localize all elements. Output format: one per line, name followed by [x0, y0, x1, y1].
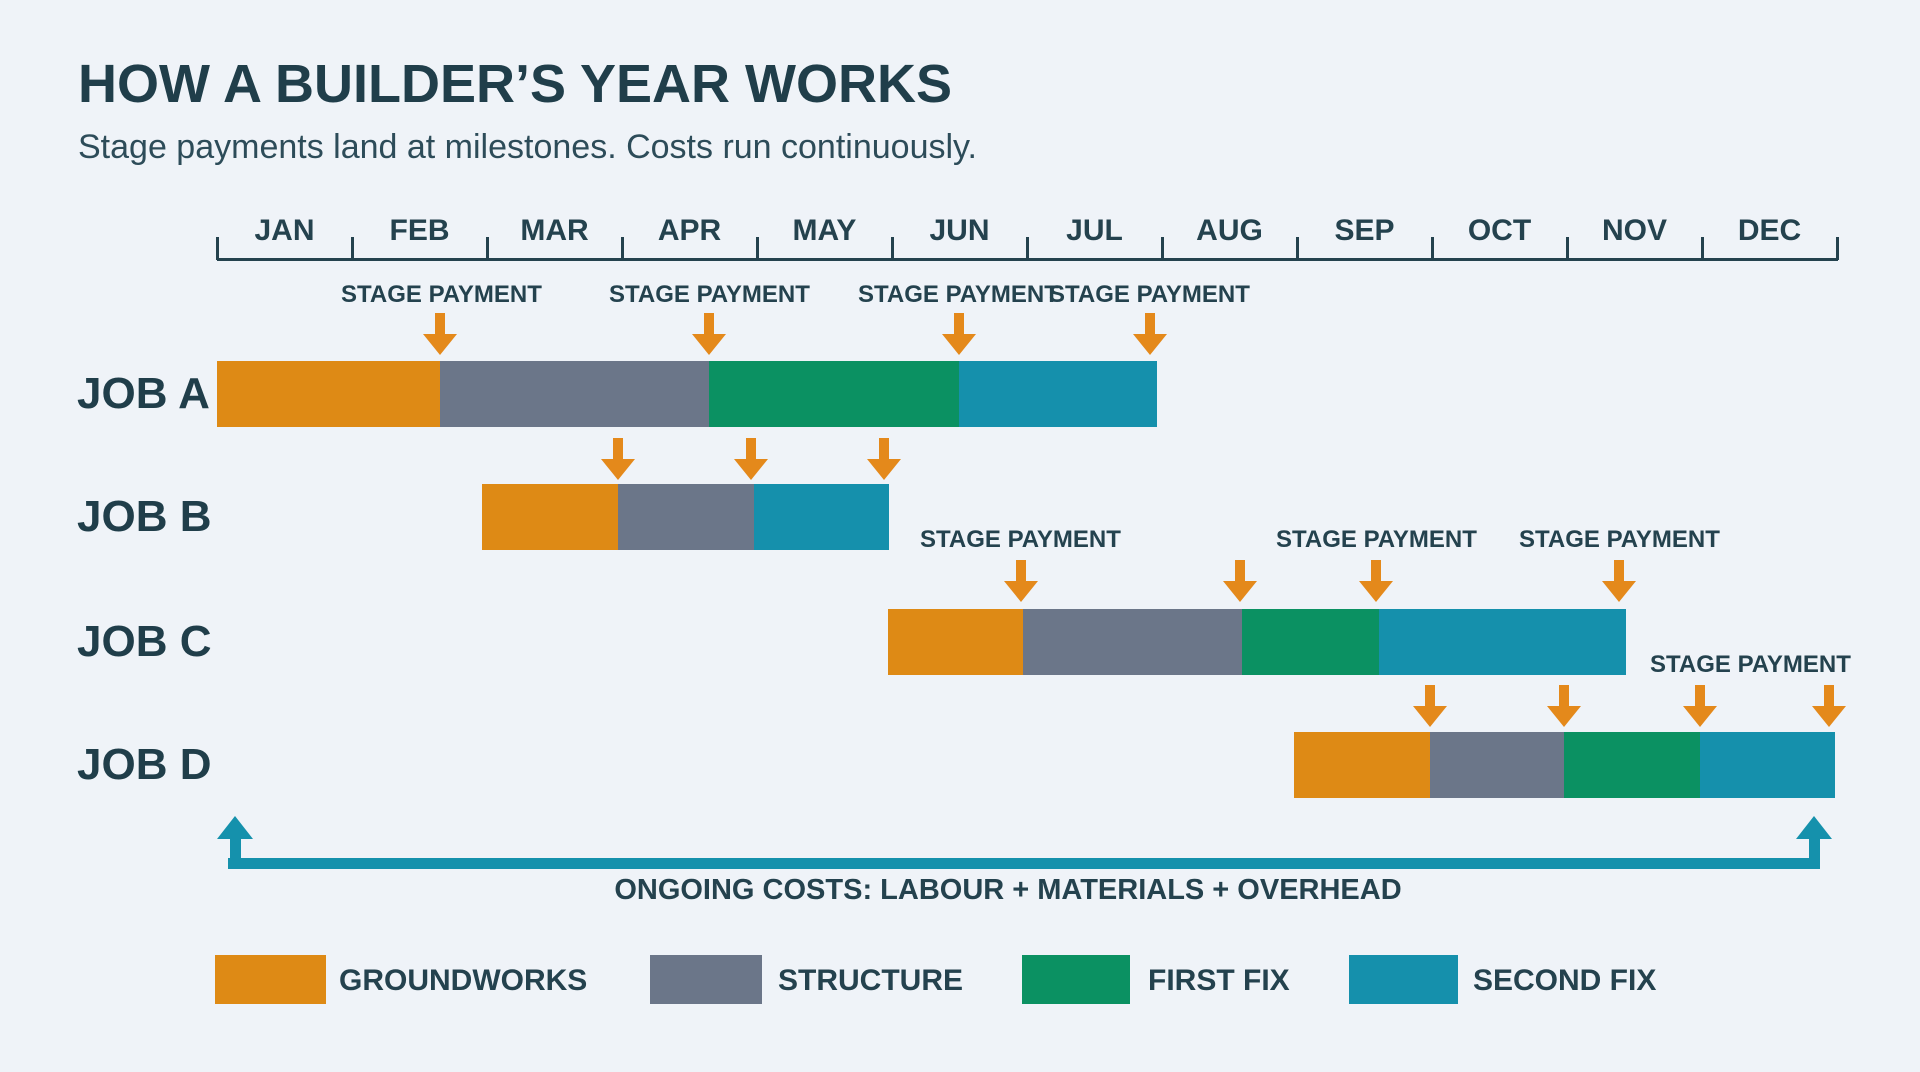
- axis-tick: [1431, 237, 1434, 260]
- ongoing-costs-label: ONGOING COSTS: LABOUR + MATERIALS + OVER…: [614, 874, 1402, 906]
- stage-payment-label: STAGE PAYMENT: [920, 526, 1121, 553]
- legend-label-second-fix: SECOND FIX: [1473, 964, 1657, 997]
- axis-tick: [1836, 237, 1839, 260]
- job-d-bar: [1294, 732, 1835, 798]
- segment-structure: [1023, 609, 1242, 675]
- segment-structure: [618, 484, 754, 550]
- segment-groundworks: [888, 609, 1023, 675]
- stage-payment-arrow-icon: [1413, 685, 1447, 727]
- legend-label-first-fix: FIRST FIX: [1148, 964, 1290, 997]
- month-label-jun: JUN: [929, 214, 990, 247]
- legend-label-structure: STRUCTURE: [778, 964, 963, 997]
- segment-groundworks: [482, 484, 618, 550]
- stage-payment-arrow-icon: [1223, 560, 1257, 602]
- stage-payment-arrow-icon: [734, 438, 768, 480]
- axis-tick: [1296, 237, 1299, 260]
- ongoing-costs-up-arrow-icon: [217, 816, 253, 858]
- month-label-oct: OCT: [1467, 214, 1532, 247]
- stage-payment-arrow-icon: [423, 313, 457, 355]
- stage-payment-label: STAGE PAYMENT: [1519, 526, 1720, 553]
- month-label-jan: JAN: [254, 214, 315, 247]
- month-label-mar: MAR: [520, 214, 589, 247]
- job-b-label: JOB B: [77, 492, 212, 541]
- axis-tick: [1161, 237, 1164, 260]
- ongoing-costs-bar: [228, 858, 1820, 869]
- job-b-bar: [482, 484, 889, 550]
- legend-label-groundworks: GROUNDWORKS: [339, 964, 588, 997]
- segment-first-fix: [1564, 732, 1700, 798]
- stage-payment-label: STAGE PAYMENT: [1650, 651, 1851, 678]
- job-a-label: JOB A: [77, 369, 210, 418]
- stage-payment-label: STAGE PAYMENT: [1276, 526, 1477, 553]
- axis-tick: [621, 237, 624, 260]
- page-subtitle: Stage payments land at milestones. Costs…: [78, 128, 977, 166]
- month-label-sep: SEP: [1334, 214, 1395, 247]
- ongoing-costs-up-arrow-icon: [1796, 816, 1832, 858]
- segment-first-fix: [1242, 609, 1379, 675]
- axis-baseline: [217, 258, 1838, 261]
- stage-payment-arrow-icon: [1602, 560, 1636, 602]
- segment-second-fix: [754, 484, 889, 550]
- stage-payment-arrow-icon: [1004, 560, 1038, 602]
- stage-payment-label: STAGE PAYMENT: [609, 281, 810, 308]
- stage-payment-label: STAGE PAYMENT: [858, 281, 1059, 308]
- axis-tick: [1566, 237, 1569, 260]
- stage-payment-arrow-icon: [1133, 313, 1167, 355]
- segment-second-fix: [1700, 732, 1835, 798]
- month-label-may: MAY: [792, 214, 857, 247]
- stage-payment-label: STAGE PAYMENT: [1049, 281, 1250, 308]
- axis-tick: [1701, 237, 1704, 260]
- segment-groundworks: [1294, 732, 1430, 798]
- stage-payment-arrow-icon: [692, 313, 726, 355]
- segment-structure: [1430, 732, 1564, 798]
- segment-second-fix: [959, 361, 1157, 427]
- stage-payment-label: STAGE PAYMENT: [341, 281, 542, 308]
- month-label-aug: AUG: [1196, 214, 1263, 247]
- job-c-label: JOB C: [77, 617, 212, 666]
- month-label-dec: DEC: [1737, 214, 1802, 247]
- segment-second-fix: [1379, 609, 1626, 675]
- axis-tick: [756, 237, 759, 260]
- page-title: HOW A BUILDER’S YEAR WORKS: [78, 54, 953, 114]
- stage-payment-arrow-icon: [1547, 685, 1581, 727]
- segment-structure: [440, 361, 709, 427]
- stage-payment-arrow-icon: [1359, 560, 1393, 602]
- stage-payment-arrow-icon: [867, 438, 901, 480]
- legend-swatch-structure: [650, 955, 762, 1004]
- legend-swatch-second-fix: [1349, 955, 1458, 1004]
- stage-payment-arrow-icon: [942, 313, 976, 355]
- job-d-label: JOB D: [77, 740, 212, 789]
- job-a-bar: [217, 361, 1157, 427]
- job-c-bar: [888, 609, 1626, 675]
- stage-payment-arrow-icon: [1683, 685, 1717, 727]
- stage-payment-arrow-icon: [1812, 685, 1846, 727]
- month-label-apr: APR: [657, 214, 722, 247]
- stage-payment-arrow-icon: [601, 438, 635, 480]
- axis-tick: [351, 237, 354, 260]
- legend-swatch-first-fix: [1022, 955, 1130, 1004]
- segment-groundworks: [217, 361, 440, 427]
- axis-tick: [486, 237, 489, 260]
- legend-swatch-groundworks: [215, 955, 326, 1004]
- month-label-jul: JUL: [1066, 214, 1123, 247]
- axis-tick: [891, 237, 894, 260]
- axis-tick: [1026, 237, 1029, 260]
- axis-tick: [216, 237, 219, 260]
- month-label-nov: NOV: [1601, 214, 1667, 247]
- segment-first-fix: [709, 361, 959, 427]
- month-label-feb: FEB: [389, 214, 450, 247]
